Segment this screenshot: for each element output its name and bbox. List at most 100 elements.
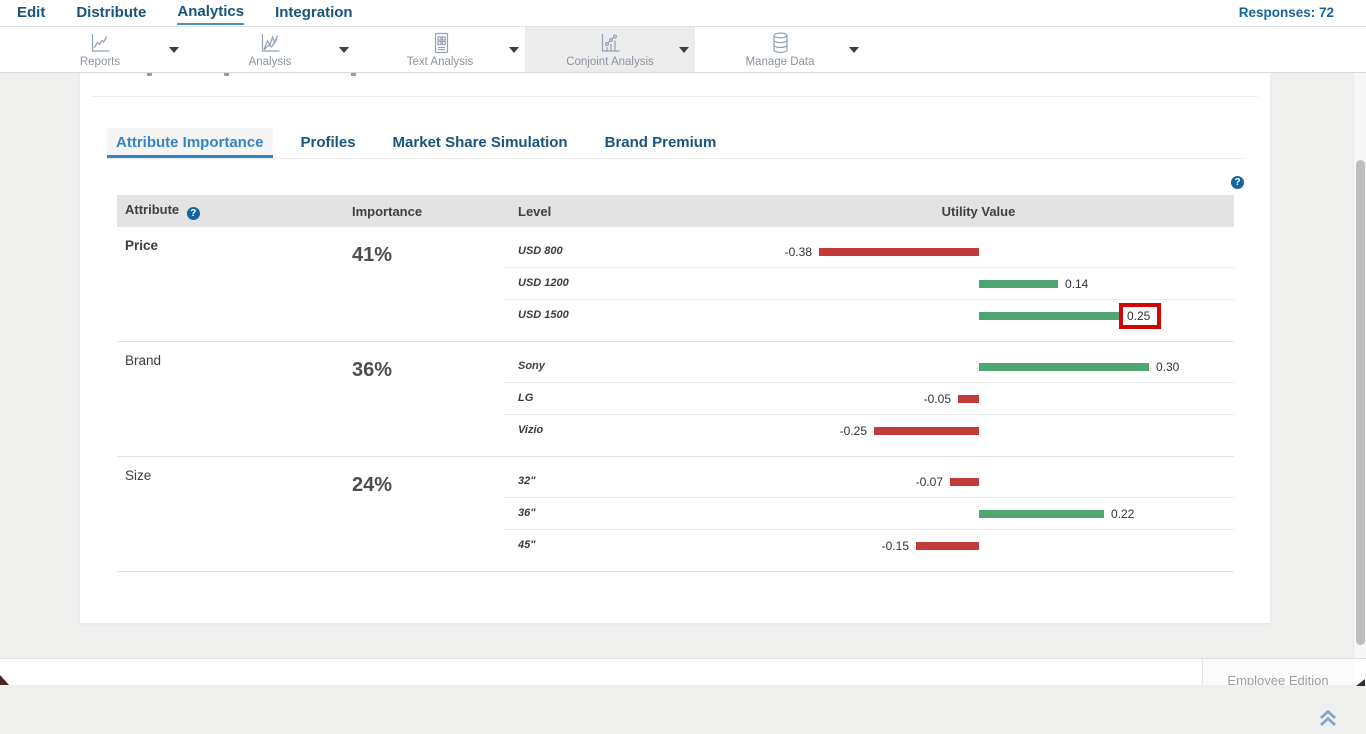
attribute-importance-table: Attribute ? Importance Level Utility Val… bbox=[117, 195, 1234, 572]
page-background: Attribute Importance Profiles Market Sha… bbox=[0, 72, 1366, 726]
column-header-utility-value: Utility Value bbox=[941, 203, 1016, 219]
nav-item-integration[interactable]: Integration bbox=[275, 4, 353, 21]
attribute-name: Price bbox=[125, 238, 159, 253]
utility-bar-area: -0.07 bbox=[723, 466, 1234, 497]
tab-profiles[interactable]: Profiles bbox=[300, 134, 356, 151]
column-header-level: Level bbox=[518, 203, 552, 219]
toolbar-button-reports[interactable]: Reports bbox=[15, 27, 185, 72]
importance-value: 36% bbox=[352, 359, 393, 381]
chevron-down-icon[interactable] bbox=[509, 47, 519, 53]
vertical-scrollbar[interactable] bbox=[1353, 73, 1366, 685]
nav-item-distribute[interactable]: Distribute bbox=[76, 4, 147, 21]
edition-badge[interactable]: Employee Edition bbox=[1202, 659, 1353, 685]
level-row: LG -0.05 bbox=[505, 383, 1234, 415]
reports-icon bbox=[88, 31, 113, 55]
toolbar-button-manage-data[interactable]: Manage Data bbox=[695, 27, 865, 72]
text-analysis-icon bbox=[428, 31, 453, 55]
chevron-down-icon[interactable] bbox=[849, 47, 859, 53]
level-label: 45" bbox=[518, 539, 536, 551]
toolbar-button-analysis[interactable]: Analysis bbox=[185, 27, 355, 72]
conjoint-analysis-icon bbox=[598, 31, 623, 55]
importance-value: 41% bbox=[352, 244, 393, 266]
chevron-double-up-icon bbox=[1320, 709, 1336, 726]
column-header-attribute: Attribute ? bbox=[117, 202, 340, 220]
scrollbar-thumb[interactable] bbox=[1356, 160, 1365, 645]
level-row: Sony 0.30 bbox=[505, 351, 1234, 383]
utility-value-label: -0.07 bbox=[915, 475, 943, 489]
toolbar-button-conjoint-analysis[interactable]: Conjoint Analysis bbox=[525, 27, 695, 72]
levels: USD 800 -0.38 USD 1200 0.14 USD 1500 0.2… bbox=[505, 236, 1234, 332]
utility-value-label: 0.25 bbox=[1119, 303, 1162, 329]
utility-value-label: -0.38 bbox=[784, 245, 812, 259]
utility-bar-area: 0.25 bbox=[723, 300, 1234, 332]
utility-bar bbox=[958, 395, 979, 403]
level-row: Vizio -0.25 bbox=[505, 415, 1234, 447]
attribute-group-row: Size 24% 32" -0.07 36" 0.22 45" -0.15 bbox=[117, 457, 1234, 572]
nav-item-analytics[interactable]: Analytics bbox=[177, 1, 245, 25]
nav-item-edit[interactable]: Edit bbox=[17, 4, 46, 21]
cursor-artifact bbox=[1356, 679, 1365, 686]
divider bbox=[92, 96, 1258, 97]
utility-bar-area: 0.22 bbox=[723, 498, 1234, 529]
toolbar-button-label: Manage Data bbox=[745, 56, 815, 68]
level-label: Vizio bbox=[518, 424, 544, 436]
chevron-down-icon[interactable] bbox=[339, 47, 349, 53]
utility-bar bbox=[874, 427, 979, 435]
top-navigation: Edit Distribute Analytics Integration Re… bbox=[0, 0, 1366, 27]
level-label: USD 1200 bbox=[518, 277, 569, 289]
analysis-icon bbox=[258, 31, 283, 55]
utility-bar bbox=[819, 248, 979, 256]
level-label: Sony bbox=[518, 360, 545, 372]
manage-data-icon bbox=[768, 31, 793, 55]
utility-bar-area: -0.05 bbox=[723, 383, 1234, 414]
utility-bar bbox=[979, 280, 1058, 288]
tab-market-share-simulation[interactable]: Market Share Simulation bbox=[392, 134, 568, 151]
toolbar-button-text-analysis[interactable]: Text Analysis bbox=[355, 27, 525, 72]
utility-bar-area: -0.38 bbox=[723, 236, 1234, 267]
utility-bar-area: -0.25 bbox=[723, 415, 1234, 447]
utility-bar-area: 0.14 bbox=[723, 268, 1234, 299]
clipped-text-fragment bbox=[147, 72, 152, 76]
utility-value-label: -0.05 bbox=[923, 392, 951, 406]
utility-bar bbox=[979, 510, 1104, 518]
level-label: USD 1500 bbox=[518, 309, 569, 321]
help-icon[interactable]: ? bbox=[186, 207, 200, 220]
level-row: USD 1200 0.14 bbox=[505, 268, 1234, 300]
utility-bar bbox=[916, 542, 979, 550]
help-icon[interactable]: ? bbox=[1231, 176, 1244, 189]
attribute-group-row: Price 41% USD 800 -0.38 USD 1200 0.14 US… bbox=[117, 227, 1234, 342]
attribute-name: Brand bbox=[125, 353, 162, 368]
levels: 32" -0.07 36" 0.22 45" -0.15 bbox=[505, 466, 1234, 562]
chevron-down-icon[interactable] bbox=[169, 47, 179, 53]
utility-value-label: 0.30 bbox=[1156, 360, 1180, 374]
toolbar-button-label: Analysis bbox=[248, 56, 292, 68]
analytics-toolbar: Reports Analysis Text Analysis Conjoint … bbox=[0, 27, 1366, 73]
toolbar-button-label: Text Analysis bbox=[406, 56, 474, 68]
attribute-group-row: Brand 36% Sony 0.30 LG -0.05 Vizio -0.25 bbox=[117, 342, 1234, 457]
column-header-importance: Importance bbox=[352, 203, 423, 219]
utility-value-label: -0.15 bbox=[881, 539, 909, 553]
attribute-name: Size bbox=[125, 468, 152, 483]
utility-bar-area: -0.15 bbox=[723, 530, 1234, 562]
importance-value: 24% bbox=[352, 474, 393, 496]
content-card: Attribute Importance Profiles Market Sha… bbox=[80, 72, 1270, 623]
responses-count[interactable]: Responses: 72 bbox=[1238, 5, 1334, 20]
level-row: 36" 0.22 bbox=[505, 498, 1234, 530]
level-row: 32" -0.07 bbox=[505, 466, 1234, 498]
scroll-to-top-button[interactable] bbox=[1316, 705, 1340, 729]
level-row: USD 1500 0.25 bbox=[505, 300, 1234, 332]
utility-bar bbox=[950, 478, 979, 486]
utility-value-label: -0.25 bbox=[839, 424, 867, 438]
footer-bar: Employee Edition bbox=[0, 658, 1366, 685]
conjoint-tabs: Attribute Importance Profiles Market Sha… bbox=[107, 128, 1245, 159]
levels: Sony 0.30 LG -0.05 Vizio -0.25 bbox=[505, 351, 1234, 447]
utility-value-label: 0.22 bbox=[1111, 507, 1135, 521]
clipped-text-fragment bbox=[351, 72, 356, 76]
toolbar-button-label: Reports bbox=[79, 56, 121, 68]
chevron-down-icon[interactable] bbox=[679, 47, 689, 53]
level-row: 45" -0.15 bbox=[505, 530, 1234, 562]
table-header-row: Attribute ? Importance Level Utility Val… bbox=[117, 195, 1234, 227]
tab-attribute-importance[interactable]: Attribute Importance bbox=[107, 128, 273, 158]
level-label: LG bbox=[518, 392, 534, 404]
tab-brand-premium[interactable]: Brand Premium bbox=[604, 134, 717, 151]
